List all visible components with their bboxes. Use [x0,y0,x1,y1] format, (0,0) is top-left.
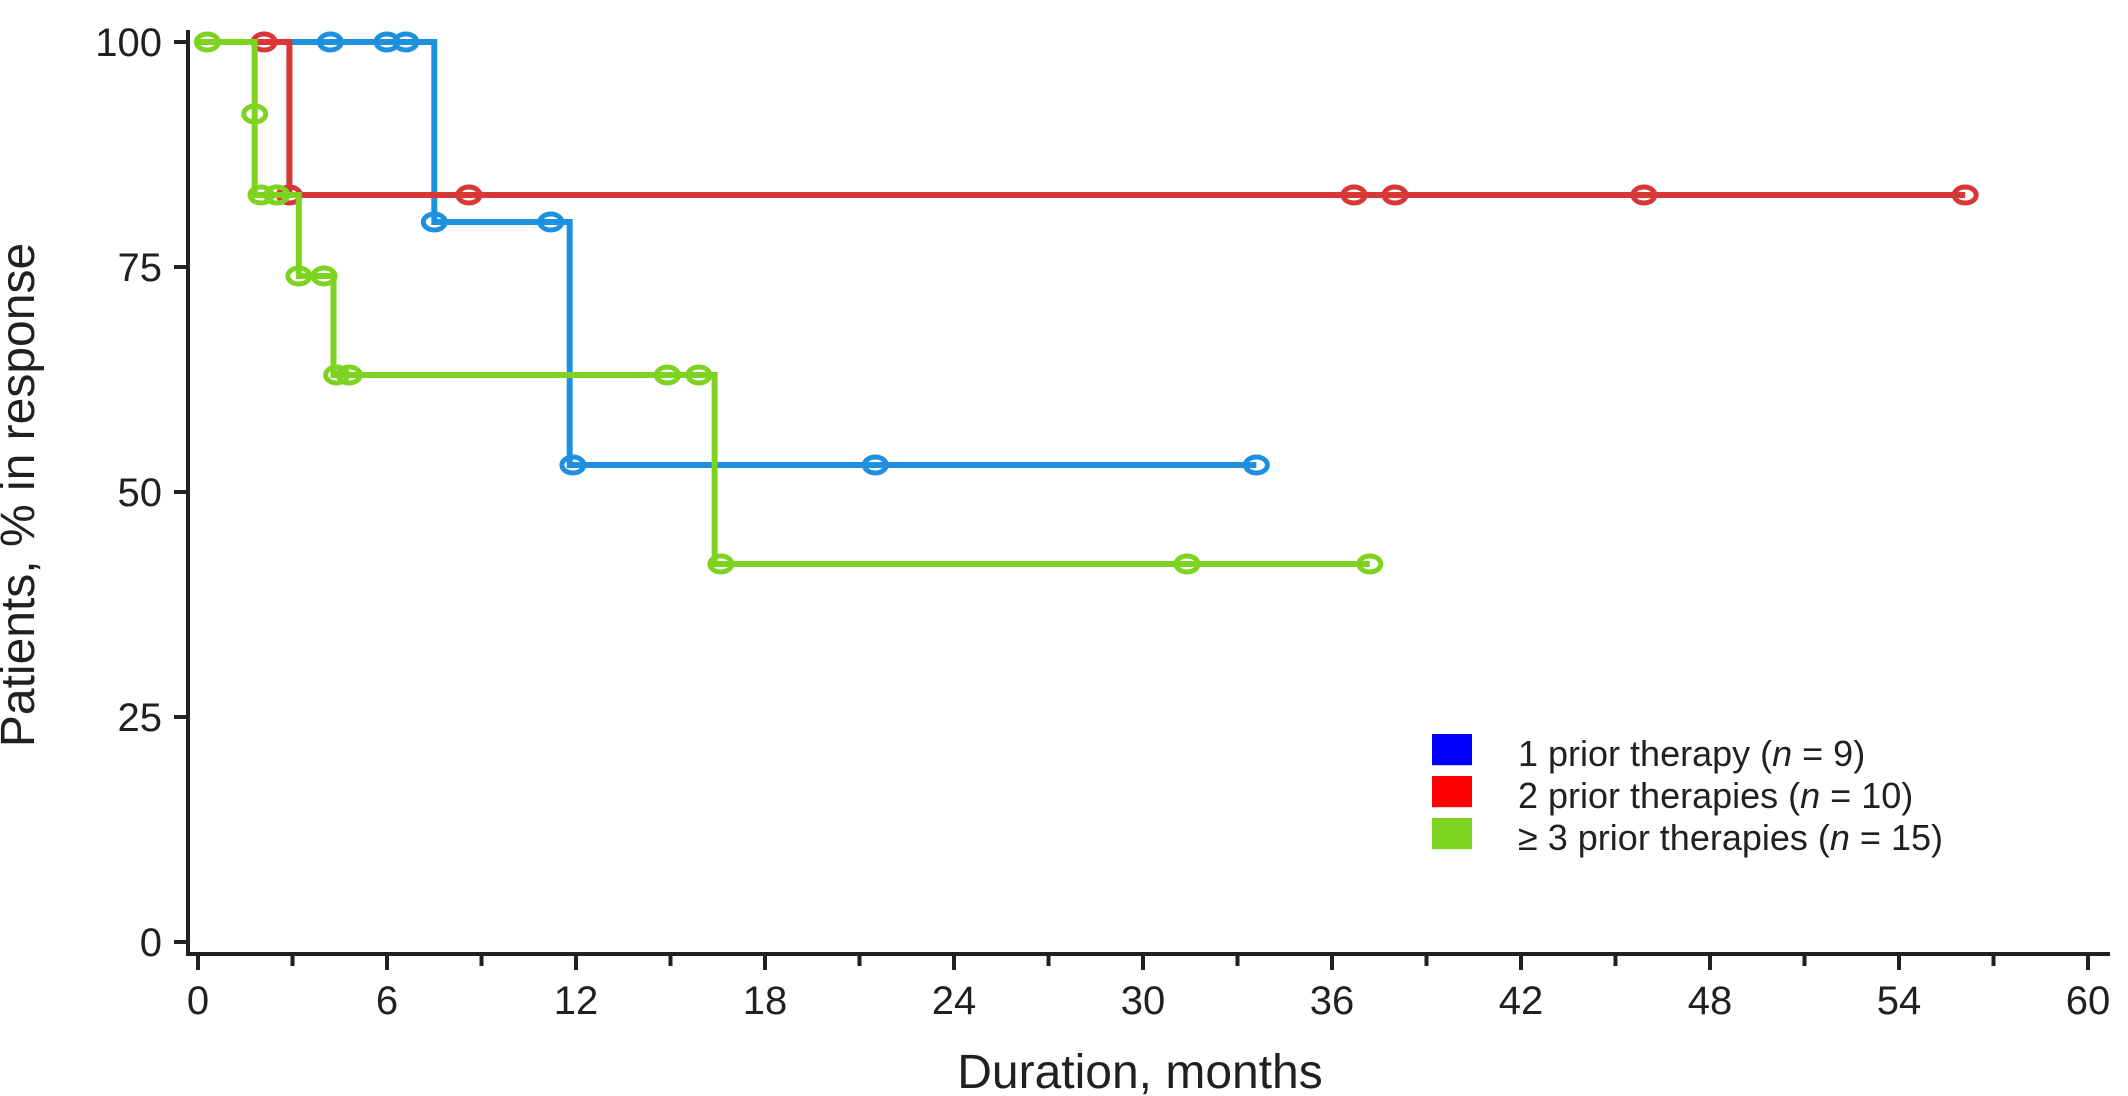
series-2 [198,31,1979,206]
series-1-censor-6 [559,454,587,476]
y-tick-label-50: 50 [118,471,163,515]
series-3-censor-11 [707,553,735,575]
series-1-censor-7 [861,454,889,476]
series-3-step-line [198,39,1370,567]
x-tick-label-0: 0 [187,979,209,1023]
x-tick-label-60: 60 [2066,979,2111,1023]
legend-swatch-3 [1432,818,1472,850]
x-tick-label-6: 6 [376,979,398,1023]
legend-swatch-2 [1432,776,1472,808]
series-3-censor-5 [285,265,313,287]
series-2-censor-5 [1381,184,1409,206]
series-1 [198,31,1270,476]
x-tick-label-36: 36 [1310,979,1355,1023]
series-3-censor-8 [335,364,363,386]
legend-item-1: 1 prior therapy (n = 9) [1432,733,1865,774]
series-3-censor-3 [247,184,275,206]
series-2-censor-3 [455,184,483,206]
y-axis-label: Patients, % in response [0,243,45,747]
series-3-censor-2 [241,103,269,125]
x-tick-label-54: 54 [1877,979,1922,1023]
series-3-censor-13 [1356,553,1384,575]
legend: 1 prior therapy (n = 9)2 prior therapies… [1432,733,1943,858]
series-1-censor-3 [392,31,420,53]
series-1-censor-8 [1242,454,1270,476]
series-3 [193,31,1384,575]
y-tick-label-25: 25 [118,696,163,740]
x-tick-label-24: 24 [932,979,977,1023]
y-axis-label-group: Patients, % in response [0,243,45,747]
series-3-censor-9 [653,364,681,386]
series-3-censor-10 [685,364,713,386]
series-2-censor-6 [1630,184,1658,206]
series-1-step-line [198,39,1257,468]
series-3-censor-1 [193,31,221,53]
series-3-censor-4 [263,184,291,206]
legend-label-3: ≥ 3 prior therapies (n = 15) [1518,817,1943,858]
series-3-censor-7 [323,364,351,386]
series-3-censor-6 [310,265,338,287]
series-2-step-line [198,39,1966,198]
x-tick-label-42: 42 [1499,979,1544,1023]
x-tick-label-30: 30 [1121,979,1166,1023]
y-tick-label-0: 0 [140,921,162,965]
legend-item-2: 2 prior therapies (n = 10) [1432,775,1913,816]
series-2-censor-4 [1340,184,1368,206]
series-2-censor-7 [1951,184,1979,206]
series-3-censor-12 [1173,553,1201,575]
y-tick-label-100: 100 [95,21,162,65]
x-tick-label-18: 18 [743,979,788,1023]
legend-item-3: ≥ 3 prior therapies (n = 15) [1432,817,1943,858]
legend-swatch-1 [1432,734,1472,766]
series-1-censor-1 [316,31,344,53]
x-tick-label-48: 48 [1688,979,1733,1023]
series-layer [193,31,1979,575]
y-tick-label-75: 75 [118,246,163,290]
legend-label-2: 2 prior therapies (n = 10) [1518,775,1913,816]
series-1-censor-4 [420,211,448,233]
x-tick-label-12: 12 [554,979,599,1023]
axes: 0 25 50 75 100 0 6 12 18 24 30 36 42 48 54 60 [95,21,2110,1023]
series-1-censor-5 [537,211,565,233]
legend-label-1: 1 prior therapy (n = 9) [1518,733,1865,774]
x-axis-label: Duration, months [957,1046,1323,1096]
series-1-censor-2 [373,31,401,53]
